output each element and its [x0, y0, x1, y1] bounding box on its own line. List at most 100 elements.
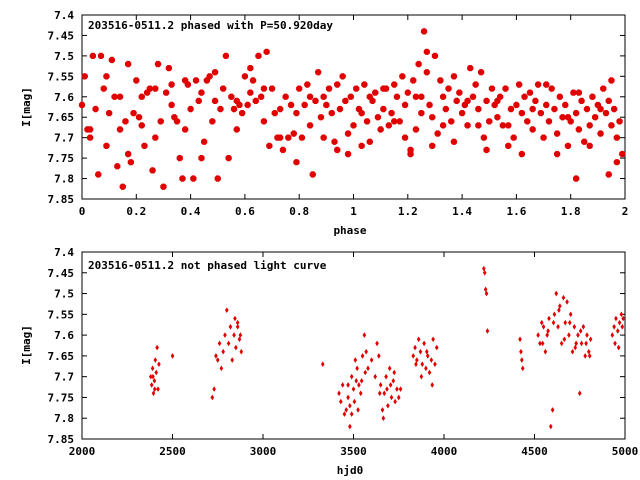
- data-point: [336, 105, 344, 113]
- data-point: [570, 89, 577, 96]
- data-point: [141, 142, 148, 149]
- data-point: [154, 60, 162, 68]
- data-point: [148, 373, 153, 380]
- x-tick-label: 2500: [159, 445, 186, 458]
- y-axis-label: I[mag]: [20, 87, 33, 127]
- data-point: [551, 319, 556, 326]
- data-point: [537, 110, 544, 117]
- data-point: [612, 324, 616, 330]
- y-tick-label: 7.5: [54, 288, 74, 301]
- data-point: [363, 369, 368, 376]
- data-point: [355, 365, 359, 372]
- data-point: [532, 97, 539, 104]
- data-point: [217, 105, 224, 113]
- data-point: [116, 93, 124, 100]
- data-point: [619, 311, 624, 318]
- data-point: [241, 73, 248, 80]
- data-point: [556, 93, 563, 100]
- data-point: [374, 114, 382, 121]
- data-point: [616, 118, 623, 125]
- data-point: [611, 105, 618, 113]
- y-tick-label: 7.7: [54, 371, 74, 384]
- data-point: [494, 114, 501, 121]
- data-point: [550, 407, 555, 413]
- data-point: [450, 73, 458, 80]
- data-point: [513, 101, 520, 109]
- data-point: [369, 97, 376, 104]
- data-point: [518, 110, 525, 117]
- data-point: [484, 290, 489, 297]
- data-point: [359, 378, 364, 384]
- data-point: [391, 118, 398, 125]
- data-points: [148, 265, 625, 430]
- data-point: [425, 348, 429, 355]
- data-point: [475, 122, 482, 129]
- data-point: [234, 344, 238, 351]
- data-point: [608, 122, 615, 129]
- phased-light-curve-chart: 203516-0511.2 phased with P=50.920day ph…: [20, 9, 628, 237]
- x-tick-label: 4500: [521, 445, 548, 458]
- data-point: [548, 423, 553, 430]
- data-point: [152, 134, 159, 141]
- x-tick-label: 1.4: [452, 205, 472, 218]
- data-point: [420, 28, 428, 35]
- data-point: [165, 65, 172, 72]
- data-point: [212, 386, 216, 392]
- data-point: [228, 93, 235, 100]
- data-point: [483, 97, 490, 104]
- data-point: [153, 357, 158, 363]
- data-point: [114, 163, 121, 170]
- data-point: [576, 332, 580, 338]
- data-point: [381, 415, 386, 422]
- data-point: [564, 142, 572, 149]
- x-tick-label: 4000: [431, 445, 458, 458]
- data-point: [423, 48, 430, 55]
- data-point: [588, 336, 593, 343]
- data-point: [320, 134, 327, 141]
- data-point: [337, 390, 341, 397]
- data-point: [106, 110, 113, 117]
- data-point: [221, 348, 225, 355]
- data-point: [467, 65, 474, 72]
- tick-layer: 2000 2500 3000 3500 4000 4500 5000 7.4 7.45 7.5 7.…: [48, 246, 639, 458]
- data-point: [354, 378, 359, 384]
- data-point: [130, 110, 137, 117]
- data-point: [375, 340, 379, 347]
- data-point: [413, 344, 417, 351]
- data-point: [613, 159, 620, 166]
- data-point: [464, 97, 471, 104]
- x-tick-label: 1.2: [398, 205, 418, 218]
- data-point: [559, 114, 566, 121]
- x-tick-label: 0.8: [289, 205, 309, 218]
- data-point: [488, 85, 496, 92]
- y-tick-label: 7.75: [48, 152, 75, 165]
- data-point: [192, 77, 200, 84]
- data-point: [529, 126, 536, 133]
- data-point: [320, 361, 325, 367]
- data-point: [386, 402, 390, 409]
- data-point: [431, 336, 435, 343]
- data-point: [349, 411, 354, 417]
- data-point: [176, 155, 183, 162]
- y-tick-label: 7.85: [48, 193, 75, 206]
- data-point: [95, 171, 102, 178]
- data-point: [135, 114, 143, 121]
- data-point: [103, 73, 110, 80]
- data-point: [353, 85, 360, 92]
- data-point: [423, 69, 430, 76]
- data-point: [255, 52, 262, 59]
- data-point: [122, 118, 129, 125]
- data-point: [331, 138, 338, 145]
- data-point: [548, 85, 555, 92]
- data-point: [233, 126, 240, 133]
- data-point: [567, 319, 572, 326]
- data-point: [416, 336, 421, 343]
- data-point: [230, 357, 235, 363]
- data-point: [396, 118, 403, 125]
- data-point: [450, 138, 458, 145]
- data-point: [230, 105, 238, 113]
- data-point: [151, 390, 156, 397]
- data-point: [540, 134, 547, 141]
- data-point: [434, 344, 439, 351]
- data-point: [249, 77, 257, 84]
